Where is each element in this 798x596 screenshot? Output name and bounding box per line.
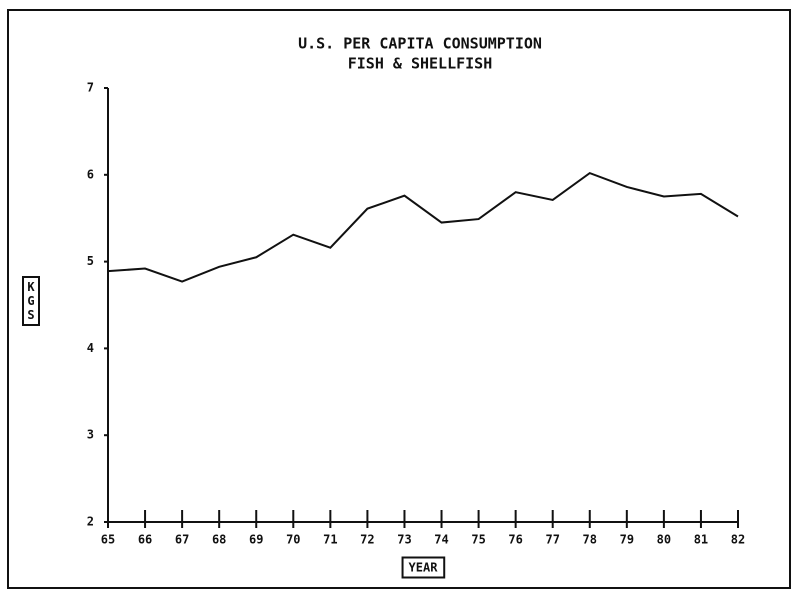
- chart-title: U.S. PER CAPITA CONSUMPTION: [298, 35, 542, 53]
- x-tick-label: 80: [657, 533, 671, 547]
- chart-subtitle: FISH & SHELLFISH: [348, 55, 493, 73]
- y-tick-label: 3: [87, 428, 94, 442]
- x-tick-label: 75: [471, 533, 485, 547]
- x-axis-label-box: [401, 556, 446, 579]
- x-tick-label: 72: [360, 533, 374, 547]
- y-tick-label: 7: [87, 81, 94, 95]
- x-tick-label: 68: [212, 533, 226, 547]
- y-tick-label: 6: [87, 167, 94, 181]
- x-axis-label: YEAR: [409, 561, 439, 575]
- x-tick-label: 69: [249, 533, 263, 547]
- x-tick-label: 81: [694, 533, 708, 547]
- y-axis-label: KGS: [22, 276, 40, 326]
- frame: [7, 9, 791, 589]
- y-tick-label: 2: [87, 515, 94, 529]
- x-tick-label: 71: [323, 533, 337, 547]
- y-tick-label: 5: [87, 254, 94, 268]
- x-tick-label: 74: [434, 533, 448, 547]
- x-tick-label: 67: [175, 533, 189, 547]
- x-tick-label: 66: [138, 533, 152, 547]
- x-tick-label: 70: [286, 533, 300, 547]
- x-tick-label: 78: [583, 533, 597, 547]
- x-tick-label: 73: [397, 533, 411, 547]
- x-tick-label: 79: [620, 533, 634, 547]
- data-line: [107, 171, 739, 283]
- x-tick-label: 82: [731, 533, 745, 547]
- y-tick-label: 4: [87, 341, 94, 355]
- x-tick-label: 76: [508, 533, 522, 547]
- x-tick-label: 65: [101, 533, 115, 547]
- x-tick-label: 77: [545, 533, 559, 547]
